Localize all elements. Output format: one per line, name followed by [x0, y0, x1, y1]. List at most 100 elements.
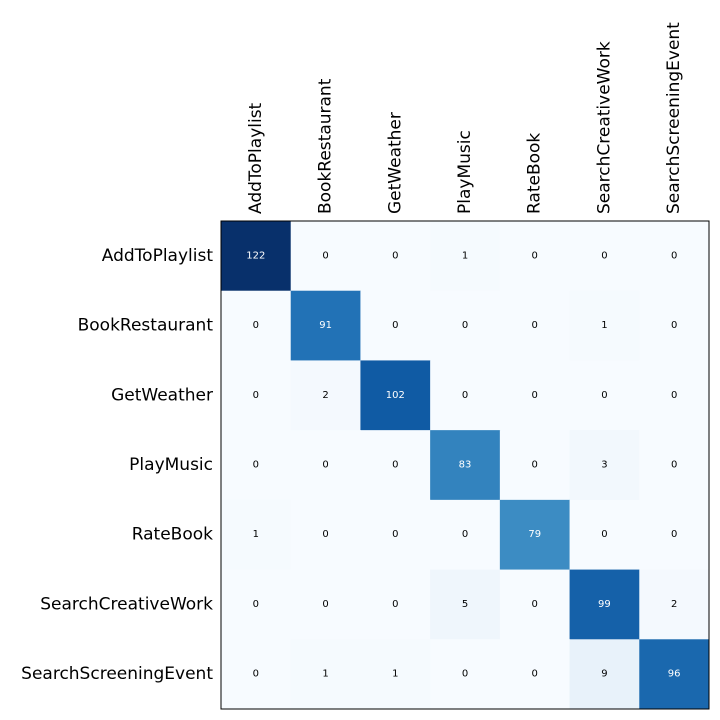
- heatmap-cell: [290, 499, 361, 571]
- heatmap-cell: [499, 290, 571, 361]
- heatmap-cell: [430, 639, 501, 710]
- heatmap-cell: [430, 290, 501, 361]
- column-tick-label: SearchScreeningEvent: [664, 22, 684, 214]
- heatmap-cell-value: 0: [532, 599, 538, 610]
- heatmap-cell-value: 0: [462, 669, 468, 680]
- heatmap-cell: [360, 569, 431, 640]
- heatmap-cell-value: 2: [322, 390, 328, 401]
- heatmap-cell-value: 0: [532, 320, 538, 331]
- plot-frame: [220, 220, 710, 710]
- heatmap-cell-value: 1: [392, 669, 398, 680]
- heatmap-cell-value: 0: [601, 390, 607, 401]
- row-tick-label: SearchCreativeWork: [40, 594, 213, 614]
- heatmap-cell: [221, 290, 292, 361]
- heatmap-cell: [221, 569, 292, 640]
- heatmap-cell: [360, 639, 431, 710]
- heatmap-cell-value: 0: [322, 460, 328, 471]
- heatmap-cell-value: 5: [462, 599, 468, 610]
- row-labels: AddToPlaylist BookRestaurant GetWeather Pla…: [21, 246, 213, 684]
- heatmap-cell-value: 99: [598, 599, 611, 610]
- heatmap-cell: [569, 430, 640, 501]
- heatmap-cell: [430, 569, 501, 640]
- row-tick-label: BookRestaurant: [78, 316, 214, 336]
- heatmap-cell: [290, 430, 361, 501]
- heatmap-cell: [569, 499, 640, 571]
- heatmap-cell: [499, 499, 571, 571]
- row-tick-label: PlayMusic: [129, 455, 213, 475]
- row-tick-label: GetWeather: [111, 385, 213, 405]
- heatmap-cell-value: 0: [253, 669, 259, 680]
- heatmap-cell: [430, 360, 501, 431]
- heatmap-cell-value: 0: [671, 390, 677, 401]
- heatmap-cell-value: 0: [253, 460, 259, 471]
- heatmap-cell-value: 0: [392, 599, 398, 610]
- column-tick-label: SearchCreativeWork: [594, 41, 614, 214]
- row-tick-label: AddToPlaylist: [102, 246, 214, 266]
- heatmap-cell: [221, 221, 292, 292]
- heatmap-cell-value: 0: [532, 390, 538, 401]
- heatmap-cell: [360, 360, 431, 431]
- heatmap-cell: [360, 221, 431, 292]
- heatmap-cell-value: 0: [671, 460, 677, 471]
- heatmap-cell: [499, 430, 571, 501]
- heatmap-cell: [290, 290, 361, 361]
- heatmap-cell-value: 91: [319, 320, 332, 331]
- heatmap-cell-value: 0: [322, 529, 328, 540]
- heatmap-cell: [499, 639, 571, 710]
- heatmap-cell-value: 0: [392, 460, 398, 471]
- heatmap-cell-value: 0: [532, 669, 538, 680]
- heatmap-cell-value: 1: [601, 320, 607, 331]
- heatmap-cell: [221, 639, 292, 710]
- heatmap-cell-value: 0: [601, 250, 607, 261]
- heatmap-cell: [221, 499, 292, 571]
- heatmap-cell: [569, 290, 640, 361]
- heatmap-cell-value: 9: [601, 669, 607, 680]
- heatmap-cell: [430, 430, 501, 501]
- heatmap-cell-value: 2: [671, 599, 677, 610]
- heatmap-cell: [569, 569, 640, 640]
- column-labels: AddToPlaylist BookRestaurant GetWeather Pla…: [246, 22, 684, 214]
- heatmap-cell: [639, 290, 710, 361]
- heatmap-cell: [569, 221, 640, 292]
- heatmap-cell-value: 122: [246, 250, 265, 261]
- heatmap-cell-value: 3: [601, 460, 607, 471]
- column-tick-label: RateBook: [525, 133, 545, 214]
- heatmap-cell-value: 0: [671, 320, 677, 331]
- heatmap-cell-value: 96: [668, 669, 681, 680]
- column-tick-label: GetWeather: [385, 112, 405, 214]
- heatmap-cell-value: 0: [671, 250, 677, 261]
- heatmap-cell-labels: 122 0 0 1 0 0 00 91 0 0 0 1 00 2 102 0 0 0 00 0 0 83 0 3 01 0 0 0 79…: [246, 250, 680, 679]
- heatmap-cell-value: 1: [322, 669, 328, 680]
- heatmap-cell: [360, 430, 431, 501]
- heatmap-cell: [290, 569, 361, 640]
- heatmap-cell: [639, 569, 710, 640]
- heatmap-cell: [639, 360, 710, 431]
- heatmap-cell: [360, 290, 431, 361]
- heatmap-cell: [499, 360, 571, 431]
- heatmap-cell: [639, 430, 710, 501]
- heatmap-cell: [430, 221, 501, 292]
- heatmap-cell: [290, 221, 361, 292]
- heatmap-cell: [221, 430, 292, 501]
- heatmap-cell: [360, 499, 431, 571]
- heatmap-cell: [569, 639, 640, 710]
- heatmap-cell-value: 0: [462, 320, 468, 331]
- heatmap-cell-value: 0: [322, 599, 328, 610]
- heatmap-cell-value: 0: [462, 529, 468, 540]
- heatmap-cell: [499, 221, 571, 292]
- heatmap-cell-value: 0: [392, 320, 398, 331]
- heatmap-cell: [430, 499, 501, 571]
- heatmap-cell: [221, 360, 292, 431]
- heatmap-cell-value: 0: [532, 250, 538, 261]
- heatmap-cell: [639, 499, 710, 571]
- heatmap-cell-value: 1: [253, 529, 259, 540]
- heatmap-cell-value: 0: [253, 599, 259, 610]
- heatmap-cell: [569, 360, 640, 431]
- heatmap-cell: [499, 569, 571, 640]
- heatmap-cell-value: 0: [253, 320, 259, 331]
- heatmap-cell: [639, 221, 710, 292]
- heatmap-cell-value: 0: [253, 390, 259, 401]
- heatmap-cell: [290, 360, 361, 431]
- heatmap-cell-value: 0: [671, 529, 677, 540]
